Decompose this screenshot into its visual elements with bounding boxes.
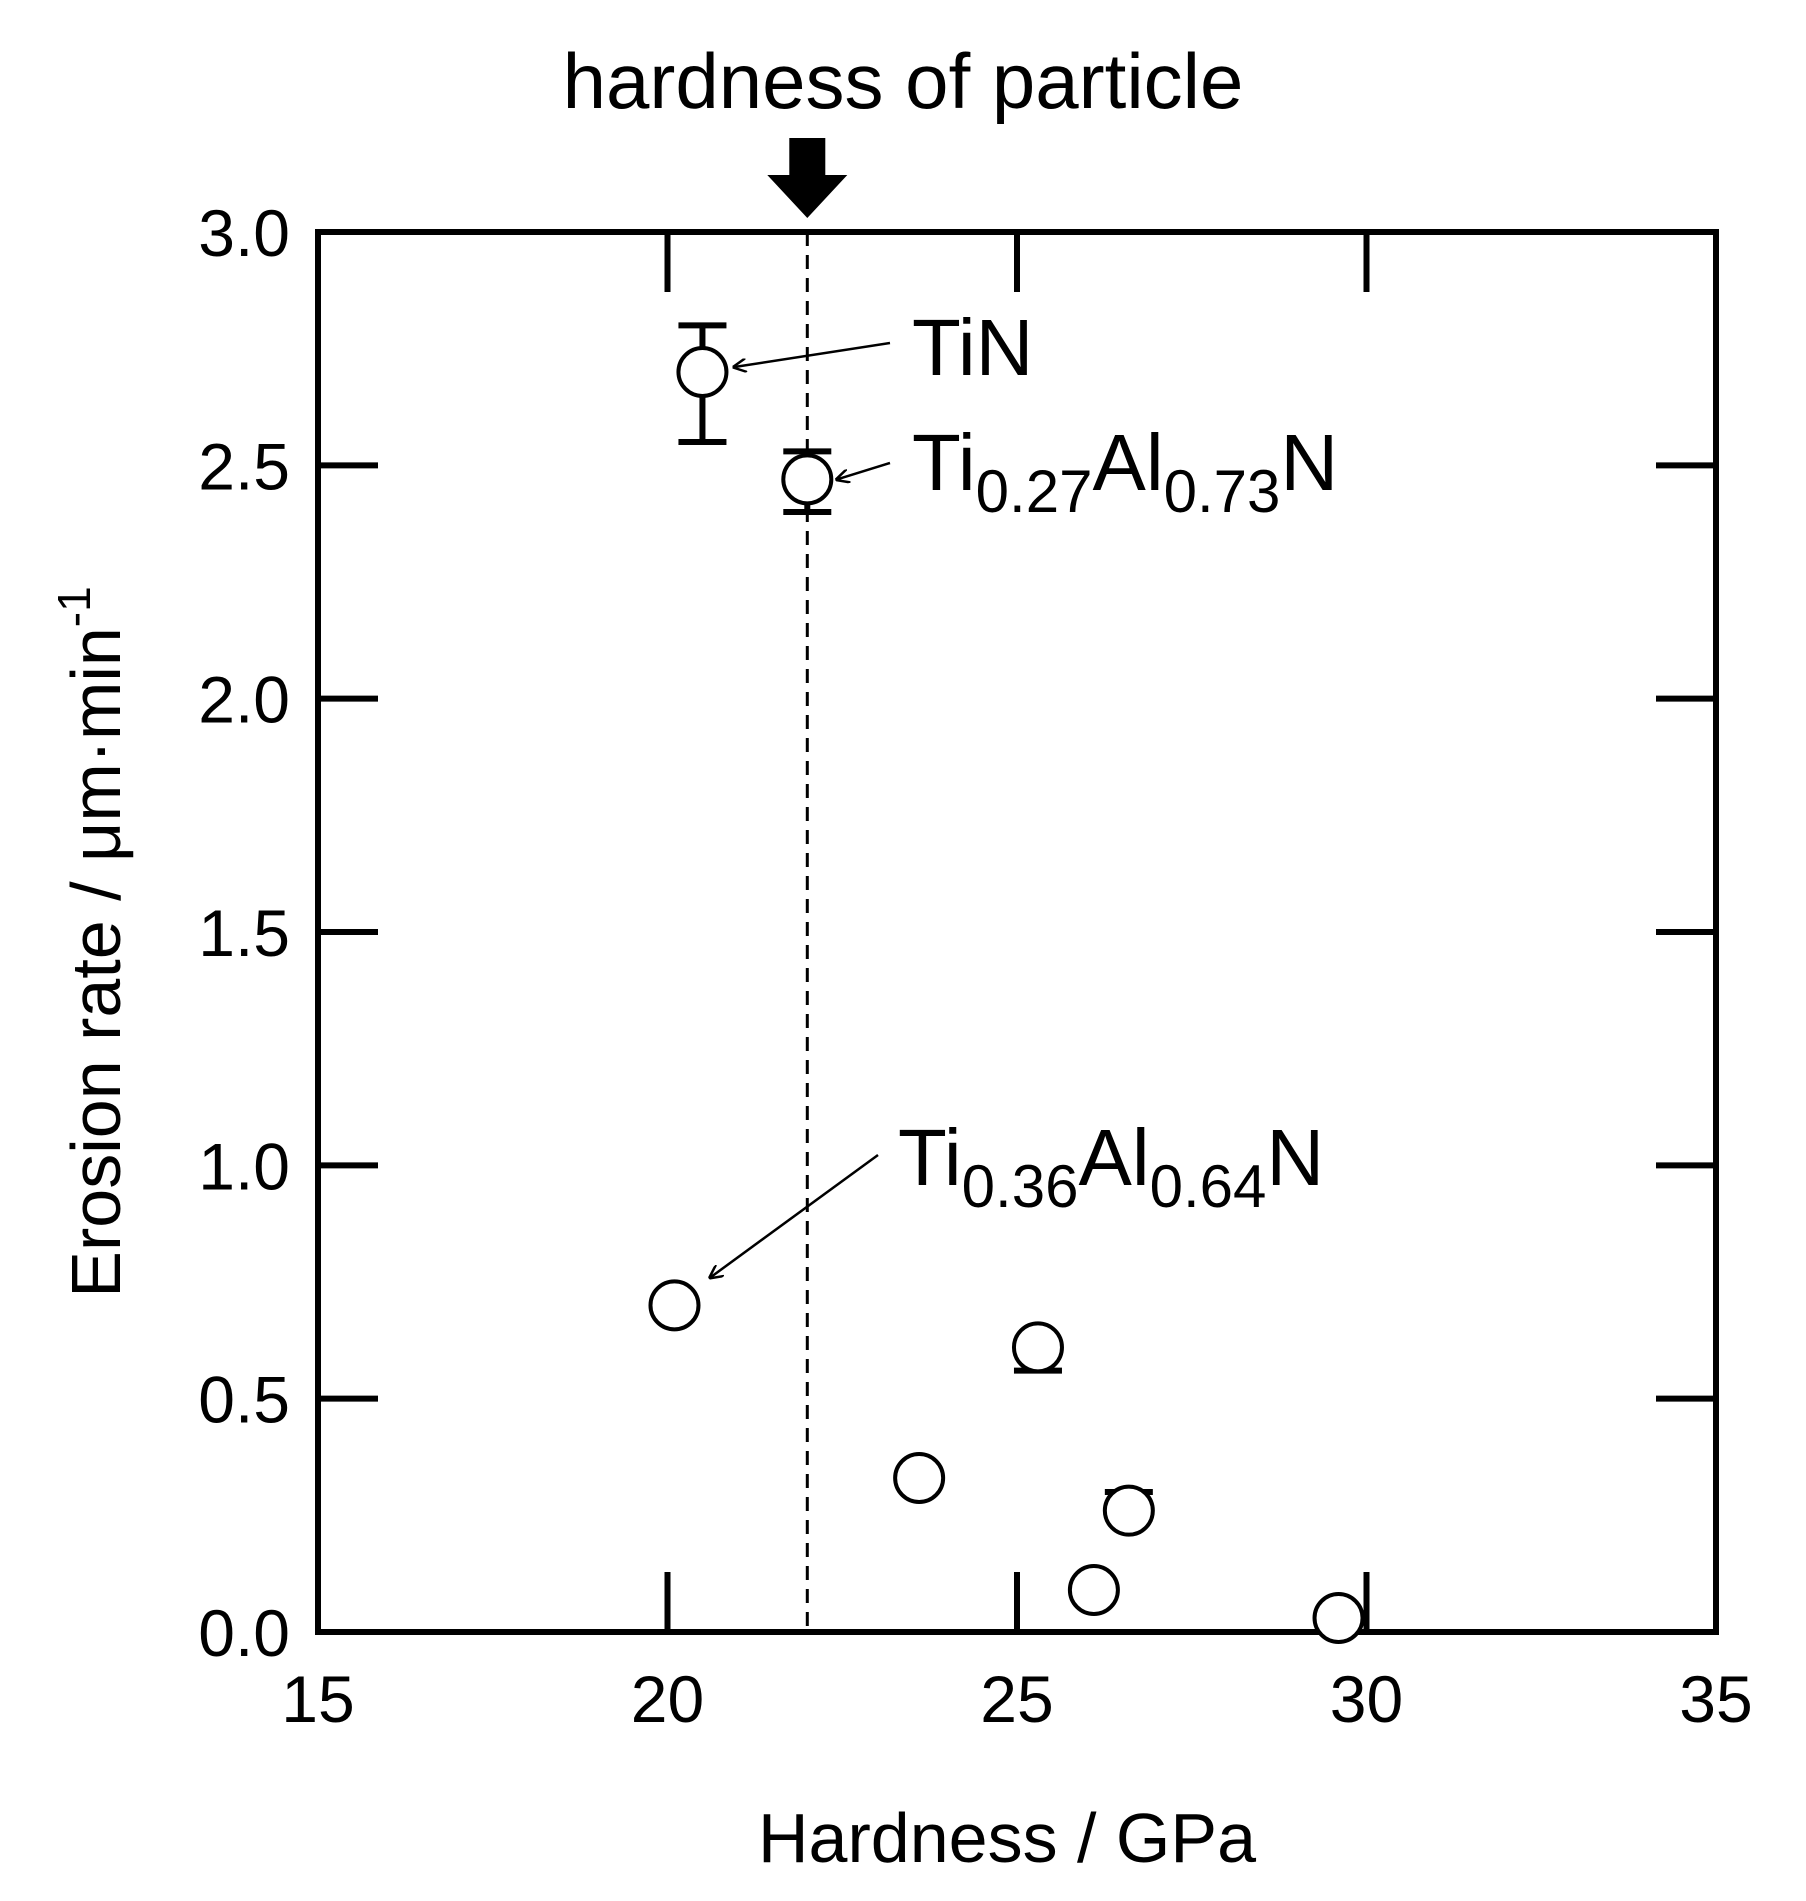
data-point xyxy=(781,453,834,506)
data-point xyxy=(1011,1321,1064,1374)
annotation-label: Ti0.36Al0.64N xyxy=(898,1113,1324,1220)
reference-layer xyxy=(767,138,848,1632)
data-point xyxy=(1102,1484,1155,1537)
reference-line-label: hardness of particle xyxy=(563,37,1244,125)
y-tick-label: 2.0 xyxy=(198,663,290,737)
x-tick-label: 15 xyxy=(281,1662,354,1736)
annotation-layer: TiN Ti0.27Al0.73N Ti0.36Al0.64N xyxy=(710,303,1338,1277)
ticks-layer: 15 20 25 30 35 0.0 0.5 1.0 1.5 2.0 2.5 3.0 xyxy=(198,196,1752,1736)
x-tick-label: 30 xyxy=(1330,1662,1403,1736)
data-point xyxy=(676,346,729,398)
y-tick-label: 2.5 xyxy=(198,429,290,503)
annotation-label: TiN xyxy=(912,303,1033,392)
y-axis-label-main: Erosion rate / μm·min xyxy=(57,627,135,1298)
data-point xyxy=(648,1279,701,1332)
y-tick-label: 0.5 xyxy=(198,1363,290,1437)
points-layer xyxy=(648,346,1365,1644)
y-tick-label: 3.0 xyxy=(198,196,290,270)
y-axis-label: Erosion rate / μm·min-1 xyxy=(48,586,135,1297)
data-point xyxy=(1067,1564,1120,1616)
x-tick-label: 35 xyxy=(1679,1662,1752,1736)
x-axis-label: Hardness / GPa xyxy=(758,1799,1256,1877)
label-layer: Hardness / GPa Erosion rate / μm·min-1 h… xyxy=(48,37,1256,1877)
plot-frame xyxy=(315,229,1719,1635)
data-point xyxy=(893,1452,946,1504)
annotation-arrow xyxy=(734,341,891,367)
x-tick-label: 25 xyxy=(980,1662,1053,1736)
y-tick-label: 1.5 xyxy=(198,896,290,970)
y-tick-label: 1.0 xyxy=(198,1129,290,1203)
annotation-arrow xyxy=(837,461,891,479)
y-tick-label: 0.0 xyxy=(198,1596,290,1670)
annotation-label: Ti0.27Al0.73N xyxy=(912,418,1338,525)
annotation-arrow xyxy=(710,1153,879,1277)
data-point xyxy=(1312,1592,1365,1644)
y-axis-label-superscript: -1 xyxy=(48,586,100,627)
reference-arrow xyxy=(767,138,848,218)
x-tick-label: 20 xyxy=(631,1662,704,1736)
